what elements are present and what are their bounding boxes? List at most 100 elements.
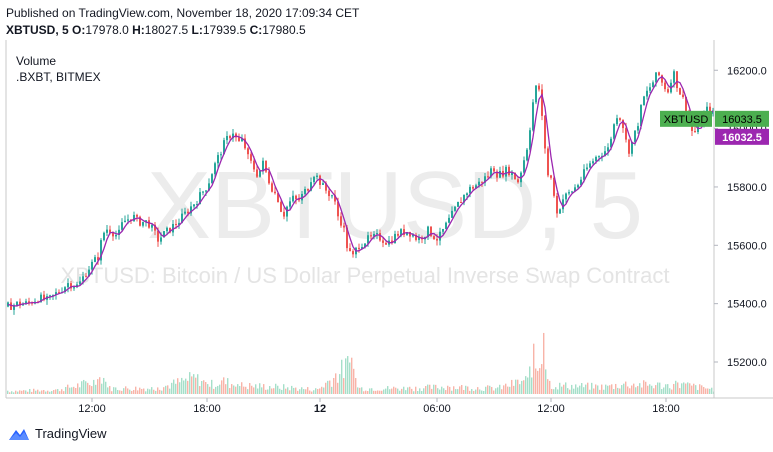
volume-bar [325,382,327,394]
volume-bar [265,389,267,394]
volume-bar [279,388,281,394]
candle-body [337,201,339,217]
volume-bar [607,385,609,394]
volume-bar [387,386,389,394]
candle-body [478,181,480,186]
candle-body [556,195,558,214]
candle-body [247,148,249,155]
candle-body [598,156,600,158]
volume-bar [377,390,379,394]
volume-bar [27,391,29,394]
volume-bar [321,386,323,394]
candle-body [640,105,642,127]
candle-body [517,179,519,183]
candle-body [139,216,141,226]
volume-bar [81,381,83,394]
candle-body [19,301,21,306]
volume-bar [141,388,143,394]
volume-bar [275,383,277,394]
candle-body [160,237,162,242]
volume-bar [105,381,107,394]
volume-bar [199,386,201,394]
candle-body [415,234,417,240]
volume-bar [261,387,263,394]
volume-bar [553,389,555,394]
volume-bar [369,388,371,394]
volume-bar [357,387,359,394]
candle-body [244,138,246,149]
volume-bar [419,388,421,394]
volume-bar [399,390,401,394]
candle-body [493,168,495,172]
candle-body [631,141,633,154]
candle-body [193,204,195,207]
volume-bar [121,390,123,394]
candle-body [121,222,123,230]
candle-body [292,195,294,202]
volume-bar [687,382,689,394]
volume-bar [381,390,383,394]
candle-body [190,206,192,214]
volume-bar [135,386,137,394]
candle-body [574,187,576,192]
volume-bar [181,377,183,394]
volume-bar [613,389,615,394]
candle-body [196,204,198,206]
volume-bar [487,385,489,394]
volume-bar [95,384,97,394]
candle-body [592,161,594,164]
candle-body [667,89,669,93]
volume-bar [11,391,13,394]
volume-bar [101,383,103,394]
candle-body [280,202,282,212]
volume-bar [129,389,131,394]
volume-bar [539,368,541,394]
volume-bar [663,387,665,394]
candle-body [214,163,216,175]
candle-body [55,292,57,295]
brand-footer[interactable]: TradingView [8,426,107,441]
volume-bar [593,388,595,394]
candle-body [550,175,552,178]
volume-bar [165,385,167,394]
y-tick-label: 15200.0 [727,357,767,369]
candle-body [151,224,153,228]
volume-bar [189,372,191,394]
volume-bar [389,389,391,394]
volume-bar [155,390,157,394]
candle-body [172,223,174,233]
volume-bar [651,385,653,394]
volume-bar [33,388,35,394]
volume-bar [197,374,199,394]
candle-body [628,139,630,154]
candle-body [49,295,51,297]
candle-body [220,154,222,156]
volume-bar [169,388,171,394]
volume-bar [397,388,399,394]
volume-bar [301,387,303,394]
candle-body [472,186,474,189]
volume-bar [63,391,65,394]
candle-body [403,229,405,235]
volume-bar [665,384,667,394]
volume-bar [267,389,269,394]
volume-bar [495,388,497,394]
candle-body [571,191,573,193]
volume-bar [453,386,455,394]
volume-bar [659,382,661,394]
candle-body [103,232,105,241]
volume-bar [655,385,657,394]
volume-bar [431,388,433,394]
volume-bar [295,387,297,394]
volume-bar [545,369,547,394]
volume-bar [391,388,393,394]
candle-body [397,233,399,236]
candle-body [316,175,318,177]
volume-bar [123,388,125,394]
x-tick-label: 18:00 [652,403,680,415]
volume-bar [227,378,229,394]
volume-bar [533,343,535,394]
volume-bar [57,389,59,394]
candle-body [637,126,639,131]
